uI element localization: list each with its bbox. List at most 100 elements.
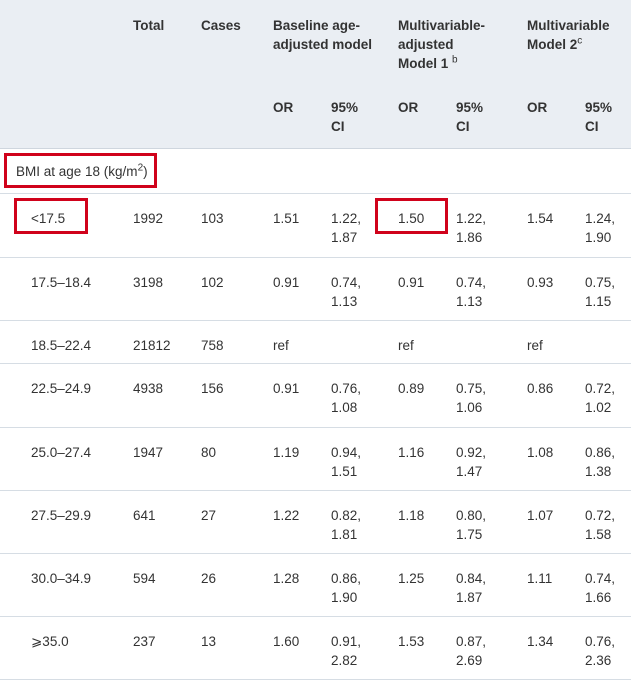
section-label-bmi: BMI at age 18 (kg/m2) bbox=[16, 162, 148, 181]
cell-ci-baseline-upper: 1.08 bbox=[331, 400, 358, 415]
cell-ci-baseline-lower: 0.82, bbox=[331, 508, 362, 523]
cell-or-model2: 0.86 bbox=[527, 381, 554, 396]
cell-ci-baseline-upper: 1.51 bbox=[331, 464, 358, 479]
cell-ci-model2: 0.74, 1.66 bbox=[585, 569, 615, 607]
cell-ci-model1-upper: 1.86 bbox=[456, 230, 483, 245]
table-header: Total Cases Baseline age-adjusted model … bbox=[0, 0, 631, 149]
cell-ci-model1-lower: 1.22, bbox=[456, 211, 487, 226]
cell-total: 594 bbox=[133, 571, 156, 586]
table-row: 17.5–18.4 3198 102 0.91 0.74, 1.13 0.91 0.74, 1.… bbox=[0, 257, 631, 321]
cell-cases: 26 bbox=[201, 571, 217, 586]
col-header-cases: Cases bbox=[201, 18, 241, 33]
cell-or-model2: ref bbox=[527, 338, 543, 353]
cell-ci-model1: 0.87, 2.69 bbox=[456, 632, 486, 670]
cell-ci-model1: 1.22, 1.86 bbox=[456, 209, 486, 247]
cell-ci-baseline-lower: 0.76, bbox=[331, 381, 362, 396]
cell-ci-baseline: 0.74, 1.13 bbox=[331, 273, 361, 311]
cell-ci-model1: 0.75, 1.06 bbox=[456, 379, 486, 417]
cell-ci-model1-upper: 1.47 bbox=[456, 464, 483, 479]
cell-ci-model1-lower: 0.75, bbox=[456, 381, 487, 396]
mv1-label: Model 1 bbox=[398, 56, 449, 71]
cell-ci-model2-upper: 1.15 bbox=[585, 294, 612, 309]
highlight-box-bmi-under-17-5 bbox=[14, 198, 88, 234]
col-header-baseline-model: Baseline age-adjusted model bbox=[273, 18, 373, 52]
cell-ci-model2-lower: 0.86, bbox=[585, 445, 616, 460]
cell-or-baseline: 1.19 bbox=[273, 445, 300, 460]
cell-ci-model1-upper: 1.75 bbox=[456, 527, 483, 542]
section-label-close: ) bbox=[143, 164, 148, 179]
cell-ci-model2: 0.76, 2.36 bbox=[585, 632, 615, 670]
cell-ci-model1: 0.92, 1.47 bbox=[456, 443, 486, 481]
cell-or-model1: 0.91 bbox=[398, 275, 425, 290]
cell-or-baseline: 1.60 bbox=[273, 634, 300, 649]
mv1-line-3: Model 1 b bbox=[398, 54, 516, 73]
table-row: ⩾35.0 237 13 1.60 0.91, 2.82 1.53 0.87, 2.69 1.34… bbox=[0, 616, 631, 680]
col-header-mv-model-2: Multivariable Model 2c bbox=[527, 16, 627, 54]
highlight-box-section bbox=[4, 153, 157, 188]
cell-ci-baseline-upper: 1.87 bbox=[331, 230, 358, 245]
cell-cases: 80 bbox=[201, 445, 217, 460]
cell-or-baseline: 1.51 bbox=[273, 211, 300, 226]
cell-ci-baseline-upper: 2.82 bbox=[331, 653, 358, 668]
cell-ci-baseline: 0.86, 1.90 bbox=[331, 569, 361, 607]
cell-cases: 156 bbox=[201, 381, 224, 396]
cell-or-model1: ref bbox=[398, 338, 414, 353]
cell-total: 4938 bbox=[133, 381, 164, 396]
cell-ci-baseline: 0.76, 1.08 bbox=[331, 379, 361, 417]
cell-ci-baseline-lower: 0.74, bbox=[331, 275, 362, 290]
section-label-sup: 2 bbox=[137, 162, 144, 174]
cell-cases: 758 bbox=[201, 338, 224, 353]
cell-or-baseline: ref bbox=[273, 338, 289, 353]
mv1-line-2: adjusted bbox=[398, 37, 454, 52]
cell-or-model2: 1.11 bbox=[527, 571, 553, 586]
mv1-line-1: Multivariable- bbox=[398, 18, 486, 33]
cell-ci-baseline-lower: 0.94, bbox=[331, 445, 362, 460]
cell-ci-model1: 0.84, 1.87 bbox=[456, 569, 486, 607]
col-header-mv-model-1: Multivariable- adjusted Model 1 b bbox=[398, 16, 516, 73]
cell-ci-model2-upper: 1.58 bbox=[585, 527, 612, 542]
cell-ci-baseline-lower: 0.91, bbox=[331, 634, 362, 649]
cell-total: 21812 bbox=[133, 338, 171, 353]
table-row: 25.0–27.4 1947 80 1.19 0.94, 1.51 1.16 0.92, 1.4… bbox=[0, 427, 631, 491]
cell-ci-model2-upper: 1.38 bbox=[585, 464, 612, 479]
cell-bmi: ⩾35.0 bbox=[31, 634, 69, 649]
table-row: 22.5–24.9 4938 156 0.91 0.76, 1.08 0.89 0.75, 1.… bbox=[0, 363, 631, 428]
cell-ci-model2-upper: 1.02 bbox=[585, 400, 612, 415]
cell-or-model1: 1.25 bbox=[398, 571, 425, 586]
subheader-ci-2: 95% CI bbox=[456, 100, 484, 134]
cell-ci-baseline: 1.22, 1.87 bbox=[331, 209, 361, 247]
subheader-ci-1: 95% CI bbox=[331, 100, 359, 134]
cell-ci-baseline: 0.82, 1.81 bbox=[331, 506, 361, 544]
section-row-bmi: BMI at age 18 (kg/m2) bbox=[0, 148, 631, 194]
table-row: 27.5–29.9 641 27 1.22 0.82, 1.81 1.18 0.80, 1.75… bbox=[0, 490, 631, 554]
cell-total: 237 bbox=[133, 634, 156, 649]
cell-or-model2: 1.08 bbox=[527, 445, 554, 460]
cell-ci-model2: 0.72, 1.02 bbox=[585, 379, 615, 417]
cell-bmi: 25.0–27.4 bbox=[31, 445, 92, 460]
cell-or-model1: 1.16 bbox=[398, 445, 425, 460]
table-row: 30.0–34.9 594 26 1.28 0.86, 1.90 1.25 0.84, 1.87… bbox=[0, 553, 631, 617]
cell-ci-model1: 0.80, 1.75 bbox=[456, 506, 486, 544]
cell-total: 1992 bbox=[133, 211, 164, 226]
cell-or-model2: 1.34 bbox=[527, 634, 554, 649]
cell-ci-model2: 0.75, 1.15 bbox=[585, 273, 615, 311]
cell-cases: 103 bbox=[201, 211, 224, 226]
cell-ci-model2-lower: 0.72, bbox=[585, 381, 616, 396]
cell-ci-model2-upper: 1.90 bbox=[585, 230, 612, 245]
cell-total: 3198 bbox=[133, 275, 164, 290]
cell-total: 641 bbox=[133, 508, 156, 523]
cell-cases: 13 bbox=[201, 634, 217, 649]
subheader-ci-3: 95% CI bbox=[585, 100, 613, 134]
cell-bmi: 17.5–18.4 bbox=[31, 275, 92, 290]
cell-ci-model2: 1.24, 1.90 bbox=[585, 209, 615, 247]
cell-ci-baseline-lower: 1.22, bbox=[331, 211, 362, 226]
highlight-box-or-1-50 bbox=[375, 198, 448, 234]
cell-cases: 102 bbox=[201, 275, 224, 290]
cell-or-baseline: 0.91 bbox=[273, 275, 300, 290]
cell-ci-model1-lower: 0.74, bbox=[456, 275, 487, 290]
cell-ci-model2: 0.86, 1.38 bbox=[585, 443, 615, 481]
cell-ci-model2-upper: 1.66 bbox=[585, 590, 612, 605]
subheader-or-2: OR bbox=[398, 100, 419, 115]
cell-bmi: 22.5–24.9 bbox=[31, 381, 92, 396]
cell-bmi: 30.0–34.9 bbox=[31, 571, 92, 586]
